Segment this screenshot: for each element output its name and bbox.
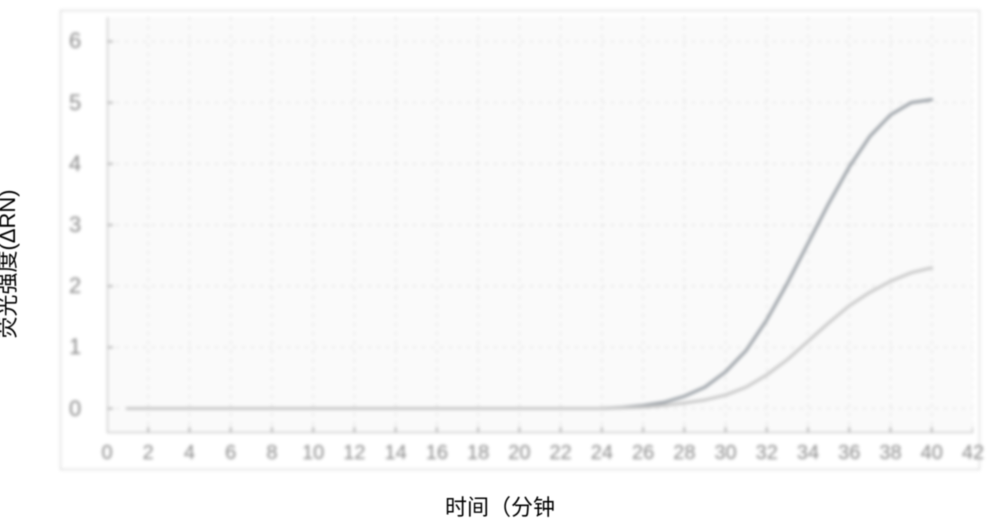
ytick-label: 1 [69,334,81,360]
xtick-label: 0 [101,442,112,465]
xtick-label: 36 [838,442,860,465]
x-axis-label: 时间（分钟 [0,490,1000,522]
xtick-label: 38 [879,442,901,465]
ytick-label: 0 [69,396,81,422]
xtick-label: 40 [921,442,943,465]
chart-svg [107,17,973,433]
ytick-label: 6 [69,28,81,54]
xtick-label: 10 [302,442,324,465]
xtick-label: 8 [266,442,277,465]
ytick-label: 2 [69,273,81,299]
xtick-label: 14 [385,442,407,465]
line-series-a [128,100,932,409]
ytick-label: 4 [69,151,81,177]
xtick-label: 42 [962,442,984,465]
xtick-label: 20 [508,442,530,465]
xtick-label: 16 [426,442,448,465]
xtick-label: 6 [225,442,236,465]
chart-container: 荧光强度(ΔRN) 时间（分钟 024681012141618202224262… [0,0,1000,528]
xtick-label: 28 [673,442,695,465]
xtick-label: 22 [549,442,571,465]
ytick-label: 5 [69,90,81,116]
plot-area [107,17,973,433]
plot-frame: 0246810121416182022242628303234363840420… [60,10,980,470]
xtick-label: 26 [632,442,654,465]
xtick-label: 34 [797,442,819,465]
xtick-label: 32 [756,442,778,465]
xtick-label: 18 [467,442,489,465]
xtick-label: 24 [591,442,613,465]
ytick-label: 3 [69,212,81,238]
xtick-label: 30 [714,442,736,465]
xtick-label: 2 [143,442,154,465]
xtick-label: 12 [343,442,365,465]
xtick-label: 4 [184,442,195,465]
line-series-b [128,268,932,409]
y-axis-label: 荧光强度(ΔRN) [0,189,22,338]
